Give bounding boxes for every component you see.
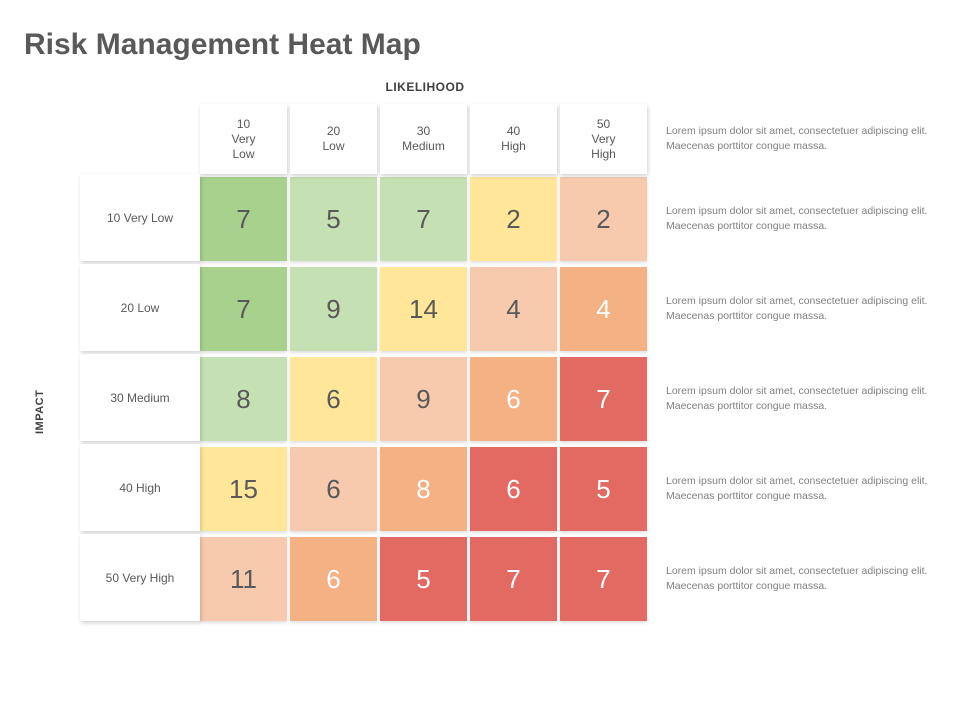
description-text: Lorem ipsum dolor sit amet, consectetuer… [650, 354, 936, 444]
heatmap-cell: 8 [200, 357, 287, 441]
column-header: 30Medium [380, 104, 467, 174]
heatmap-cell: 15 [200, 447, 287, 531]
x-axis-label: LIKELIHOOD [200, 80, 650, 94]
heatmap-cell: 7 [470, 537, 557, 621]
heatmap-cell: 6 [470, 447, 557, 531]
row-header: 10 Very Low [80, 174, 200, 261]
row-header: 50 Very High [80, 534, 200, 621]
heatmap-cell: 5 [560, 447, 647, 531]
heatmap-cell: 9 [290, 267, 377, 351]
heatmap-cell: 7 [200, 177, 287, 261]
heatmap-cell: 7 [560, 537, 647, 621]
row-header: 30 Medium [80, 354, 200, 441]
heatmap-cell: 11 [200, 537, 287, 621]
column-header: 20Low [290, 104, 377, 174]
description-text: Lorem ipsum dolor sit amet, consectetuer… [650, 534, 936, 624]
heatmap-cell: 2 [560, 177, 647, 261]
heatmap-cell: 5 [290, 177, 377, 261]
heatmap-cell: 9 [380, 357, 467, 441]
heatmap-cell: 6 [290, 447, 377, 531]
heatmap-cell: 5 [380, 537, 467, 621]
heatmap-cell: 2 [470, 177, 557, 261]
heatmap-cell: 7 [380, 177, 467, 261]
heatmap-cell: 6 [470, 357, 557, 441]
description-text: Lorem ipsum dolor sit amet, consectetuer… [650, 174, 936, 264]
heatmap-cell: 7 [200, 267, 287, 351]
heatmap-cell: 6 [290, 357, 377, 441]
page-title: Risk Management Heat Map [24, 28, 936, 62]
heatmap-cell: 4 [560, 267, 647, 351]
column-header: 10VeryLow [200, 104, 287, 174]
description-text: Lorem ipsum dolor sit amet, consectetuer… [650, 104, 936, 174]
row-header: 40 High [80, 444, 200, 531]
corner-spacer [80, 104, 200, 174]
heatmap-cell: 8 [380, 447, 467, 531]
column-header: 40High [470, 104, 557, 174]
heatmap: LIKELIHOOD IMPACT 10VeryLow20Low30Medium… [80, 104, 936, 624]
column-header: 50VeryHigh [560, 104, 647, 174]
heatmap-cell: 7 [560, 357, 647, 441]
heatmap-cell: 14 [380, 267, 467, 351]
row-header: 20 Low [80, 264, 200, 351]
y-axis-label: IMPACT [34, 390, 46, 434]
heatmap-cell: 6 [290, 537, 377, 621]
description-text: Lorem ipsum dolor sit amet, consectetuer… [650, 444, 936, 534]
description-text: Lorem ipsum dolor sit amet, consectetuer… [650, 264, 936, 354]
heatmap-cell: 4 [470, 267, 557, 351]
